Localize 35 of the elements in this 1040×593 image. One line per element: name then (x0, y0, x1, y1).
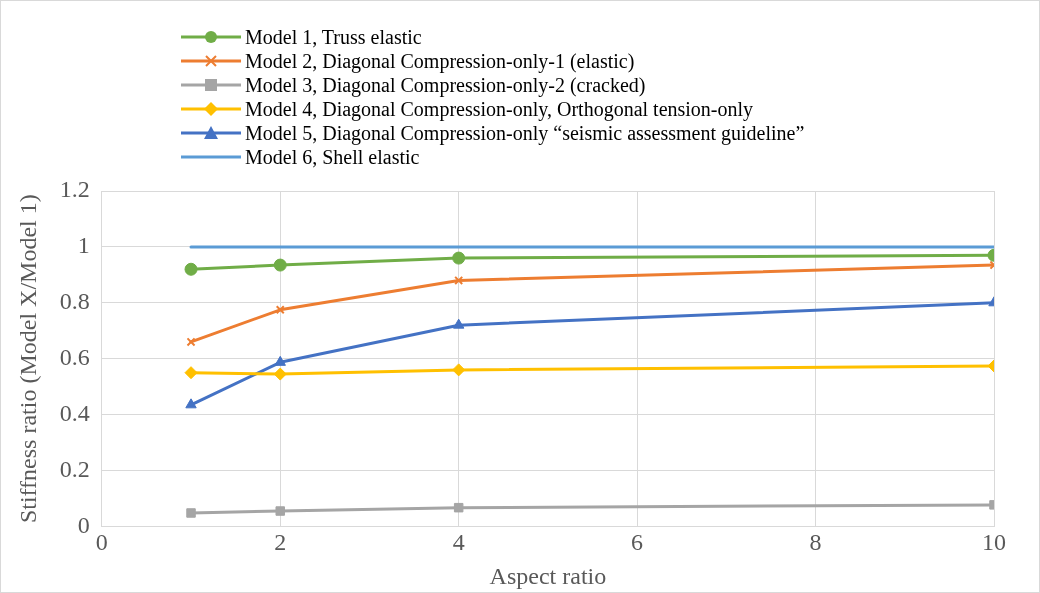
point (452, 318, 465, 329)
y-tick-label: 0.2 (59, 455, 90, 482)
point (185, 398, 197, 409)
legend-label: Model 1, Truss elastic (245, 25, 422, 49)
x-tick-label: 10 (982, 529, 1006, 556)
y-tick-label: 1.2 (59, 176, 90, 203)
y-tick-label: 1 (77, 232, 90, 259)
point (275, 506, 285, 516)
x-tick-label: 4 (452, 529, 465, 556)
y-axis-title: Stiffness ratio (Model X/Model 1) (14, 194, 41, 524)
point (273, 258, 287, 272)
legend-label: Model 3, Diagonal Compression-only-2 (cracked) (245, 73, 646, 97)
point (186, 337, 196, 347)
y-tick-label: 0.4 (59, 399, 90, 426)
point (184, 262, 198, 276)
point (275, 305, 285, 315)
legend-label: Model 4, Diagonal Compression-only, Orthogonal tension-only (245, 97, 754, 121)
y-tick-label: 0.6 (59, 344, 90, 370)
point (273, 367, 287, 381)
x-tick-label: 0 (95, 529, 108, 556)
x-axis-title: Aspect ratio (489, 562, 607, 589)
point (186, 508, 196, 518)
point (452, 363, 466, 377)
y-tick-label: 0.8 (59, 288, 90, 315)
point (454, 275, 464, 285)
x-tick-label: 8 (809, 529, 822, 556)
point (184, 366, 198, 380)
legend-label: Model 6, Shell elastic (245, 145, 420, 169)
legend-label: Model 5, Diagonal Compression-only “seismic assessment guideline” (245, 121, 805, 145)
point (452, 251, 466, 265)
legend-label: Model 2, Diagonal Compression-only-1 (elastic) (245, 49, 635, 73)
point (453, 502, 464, 513)
x-tick-label: 6 (631, 529, 644, 556)
x-tick-label: 2 (274, 529, 287, 556)
y-tick-label: 0 (77, 511, 90, 538)
